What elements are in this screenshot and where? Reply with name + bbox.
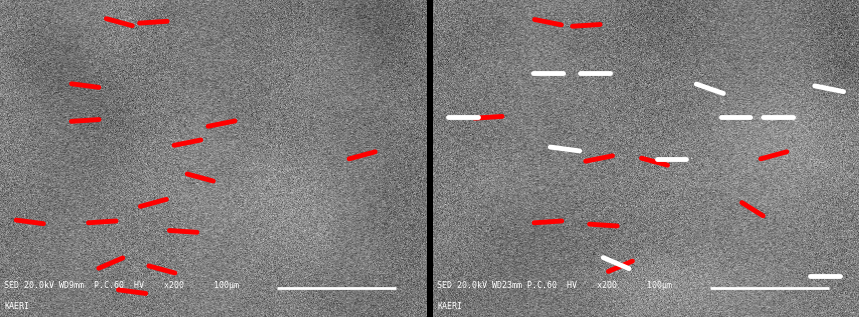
Text: SED 20.0kV WD23mm P.C.60  HV    x200      100μm: SED 20.0kV WD23mm P.C.60 HV x200 100μm — [437, 281, 673, 290]
Text: KAERI: KAERI — [437, 302, 462, 311]
Text: KAERI: KAERI — [4, 302, 29, 311]
Text: SED 20.0kV WD9mm  P.C.60  HV    x200      100μm: SED 20.0kV WD9mm P.C.60 HV x200 100μm — [4, 281, 240, 290]
